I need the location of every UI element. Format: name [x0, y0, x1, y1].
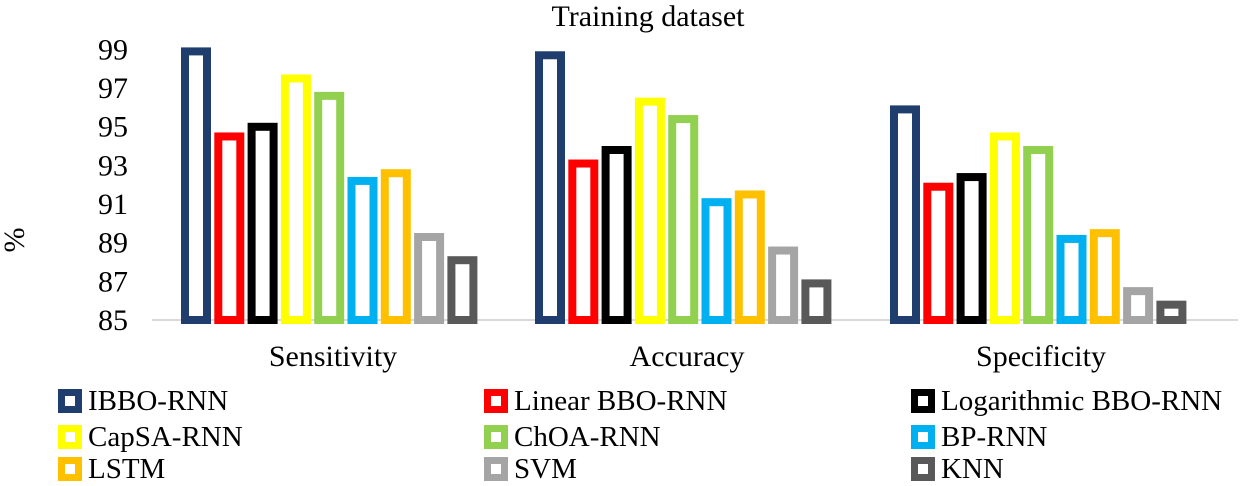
- legend-label: SVM: [514, 453, 577, 485]
- y-tick-label: 85: [98, 304, 128, 337]
- legend-item: CapSA-RNN: [58, 420, 243, 454]
- bar-bp-rnn-specificity: [1056, 234, 1087, 324]
- bar-linear-bbo-rnn-sensitivity: [214, 132, 245, 324]
- bar-ibbo-rnn-sensitivity: [181, 47, 211, 325]
- y-tick-label: 97: [98, 72, 128, 105]
- legend-item: ChOA-RNN: [484, 420, 661, 454]
- legend-swatch: [911, 425, 935, 449]
- x-tick-label: Accuracy: [630, 340, 745, 373]
- bar-svm-specificity: [1123, 287, 1154, 324]
- bar-svm-sensitivity: [414, 233, 445, 324]
- legend-swatch: [484, 457, 508, 481]
- bar-capsa-rnn-accuracy: [634, 97, 665, 324]
- legend-label: KNN: [941, 453, 1004, 485]
- legend-label: ChOA-RNN: [514, 421, 661, 453]
- legend-item: KNN: [911, 452, 1004, 486]
- bar-knn-specificity: [1156, 300, 1187, 324]
- bar-ibbo-rnn-specificity: [890, 105, 920, 325]
- y-tick-label: 89: [98, 227, 128, 260]
- y-tick-label: 87: [98, 265, 128, 298]
- legend-label: IBBO-RNN: [88, 385, 229, 417]
- x-tick-label: Specificity: [976, 340, 1106, 373]
- legend-swatch: [484, 389, 508, 413]
- legend-label: Logarithmic BBO-RNN: [941, 385, 1223, 417]
- legend-swatch: [911, 457, 935, 481]
- legend-swatch: [58, 425, 82, 449]
- bar-choa-rnn-sensitivity: [314, 91, 345, 324]
- y-axis-label: %: [0, 228, 31, 253]
- legend-item: Logarithmic BBO-RNN: [911, 384, 1222, 418]
- legend-item: LSTM: [58, 452, 165, 486]
- y-tick-label: 99: [98, 33, 128, 66]
- bars-group: [181, 47, 1187, 325]
- y-axis-ticks: 85 87 89 91 93 95 97 99: [98, 33, 128, 337]
- chart-title: Training dataset: [551, 0, 745, 33]
- bar-logarithmic-bbo-rnn-sensitivity: [247, 122, 278, 324]
- legend-swatch: [484, 425, 508, 449]
- bar-knn-sensitivity: [447, 256, 478, 325]
- legend-swatch: [911, 389, 935, 413]
- bar-linear-bbo-rnn-accuracy: [568, 159, 599, 324]
- bar-chart: Training dataset % 85 87 89 91 93 95 97 99 Sens…: [0, 0, 1238, 373]
- legend-label: CapSA-RNN: [88, 421, 243, 453]
- bar-svm-accuracy: [768, 246, 799, 325]
- legend-item: Linear BBO-RNN: [484, 384, 727, 418]
- legend-item: BP-RNN: [911, 420, 1047, 454]
- bar-lstm-specificity: [1089, 229, 1120, 324]
- bar-logarithmic-bbo-rnn-specificity: [956, 173, 987, 324]
- bar-lstm-sensitivity: [380, 169, 411, 324]
- x-axis-ticks: Sensitivity Accuracy Specificity: [269, 340, 1106, 373]
- bar-bp-rnn-sensitivity: [347, 176, 378, 324]
- bar-capsa-rnn-specificity: [989, 132, 1020, 324]
- bar-choa-rnn-specificity: [1023, 146, 1054, 324]
- legend-swatch: [58, 457, 82, 481]
- bar-choa-rnn-accuracy: [668, 115, 699, 324]
- legend-item: IBBO-RNN: [58, 384, 228, 418]
- x-tick-label: Sensitivity: [269, 340, 397, 373]
- y-tick-label: 93: [98, 149, 128, 182]
- legend-item: SVM: [484, 452, 577, 486]
- bar-logarithmic-bbo-rnn-accuracy: [601, 146, 632, 324]
- y-tick-label: 95: [98, 111, 128, 144]
- bar-ibbo-rnn-accuracy: [535, 51, 565, 325]
- bar-capsa-rnn-sensitivity: [280, 74, 311, 325]
- legend-label: BP-RNN: [941, 421, 1048, 453]
- y-tick-label: 91: [98, 188, 128, 221]
- bar-lstm-accuracy: [734, 190, 765, 324]
- legend-label: LSTM: [88, 453, 166, 485]
- legend-label: Linear BBO-RNN: [514, 385, 728, 417]
- bar-linear-bbo-rnn-specificity: [923, 182, 954, 324]
- legend: IBBO-RNN Linear BBO-RNN Logarithmic BBO-RN…: [0, 382, 1250, 484]
- legend-swatch: [58, 389, 82, 413]
- bar-knn-accuracy: [801, 279, 832, 324]
- bar-bp-rnn-accuracy: [701, 198, 732, 324]
